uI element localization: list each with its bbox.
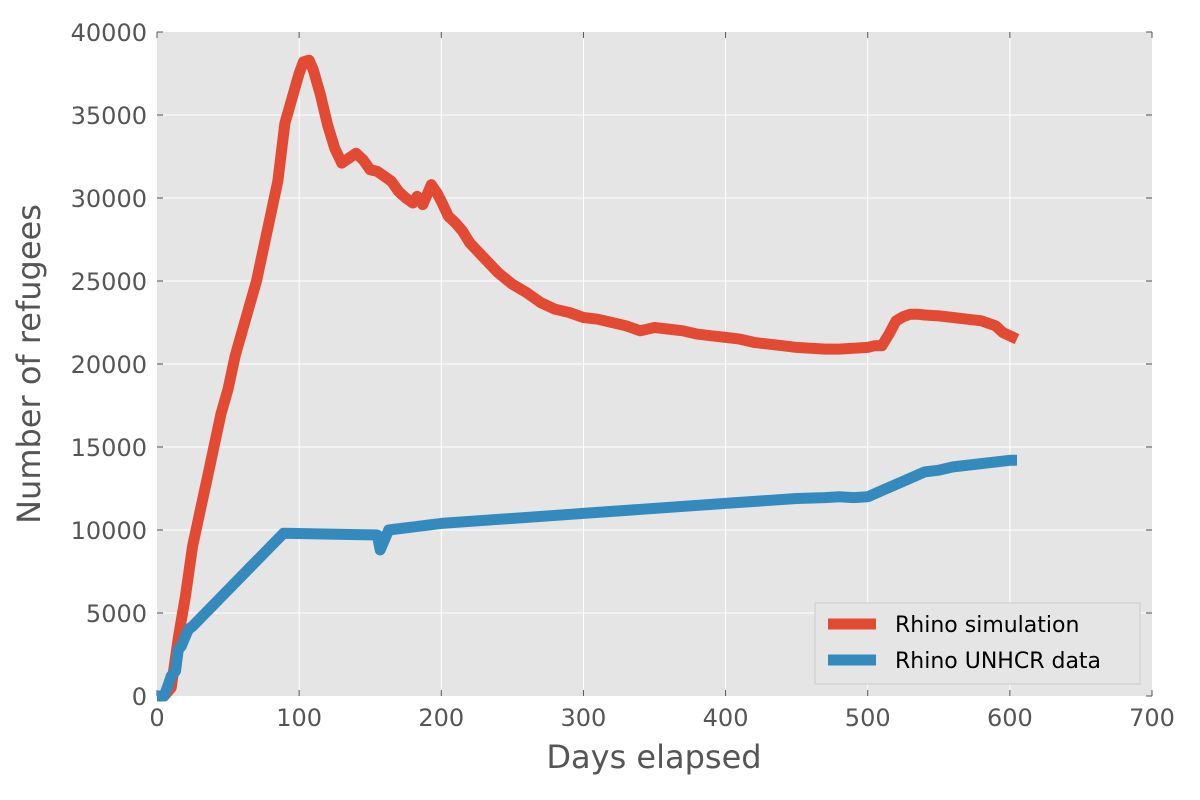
x-axis-label: Days elapsed bbox=[546, 738, 761, 776]
x-tick-label: 400 bbox=[703, 704, 749, 732]
y-tick-label: 40000 bbox=[71, 19, 147, 47]
series-line-rhino-simulation bbox=[157, 54, 1020, 702]
legend-label-rhino-unhcr-data: Rhino UNHCR data bbox=[895, 649, 1101, 674]
x-tick-label: 100 bbox=[276, 704, 322, 732]
x-tick-label: 300 bbox=[561, 704, 607, 732]
series-line-rhino-unhcr-data bbox=[157, 454, 1017, 702]
x-tick-label: 700 bbox=[1129, 704, 1175, 732]
x-tick-label: 200 bbox=[418, 704, 464, 732]
y-tick-label: 5000 bbox=[86, 600, 147, 628]
y-axis-label: Number of refugees bbox=[10, 204, 48, 524]
y-tick-label: 35000 bbox=[71, 102, 147, 130]
x-tick-label: 500 bbox=[845, 704, 891, 732]
y-tick-label: 20000 bbox=[71, 351, 147, 379]
series-lines bbox=[157, 54, 1020, 702]
y-tick-label: 0 bbox=[132, 683, 147, 711]
x-tick-labels: 0 100 200 300 400 500 600 700 bbox=[149, 704, 1175, 732]
legend-box bbox=[814, 602, 1141, 685]
legend: Rhino simulation Rhino UNHCR data bbox=[814, 602, 1141, 685]
y-tick-label: 30000 bbox=[71, 185, 147, 213]
y-tick-labels: 0 5000 10000 15000 20000 25000 30000 35000 40000 bbox=[71, 19, 147, 711]
x-tick-label: 0 bbox=[149, 704, 164, 732]
y-tick-label: 10000 bbox=[71, 517, 147, 545]
y-tick-label: 15000 bbox=[71, 434, 147, 462]
x-tick-label: 600 bbox=[987, 704, 1033, 732]
tick-marks bbox=[156, 31, 1153, 697]
legend-label-rhino-simulation: Rhino simulation bbox=[895, 613, 1079, 638]
y-tick-label: 25000 bbox=[71, 268, 147, 296]
